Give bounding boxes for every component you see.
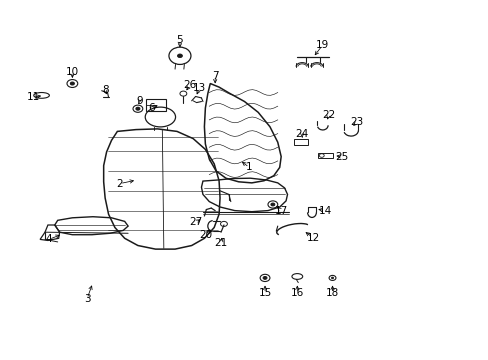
Text: 15: 15 <box>258 288 271 298</box>
Bar <box>294 139 307 145</box>
Circle shape <box>270 203 274 206</box>
Text: 27: 27 <box>188 217 202 228</box>
Text: 16: 16 <box>290 288 304 298</box>
Text: 1: 1 <box>245 162 252 172</box>
Circle shape <box>136 107 140 110</box>
Text: 23: 23 <box>349 117 363 127</box>
Text: 18: 18 <box>325 288 339 298</box>
Text: 6: 6 <box>148 103 155 113</box>
Text: 8: 8 <box>102 85 108 95</box>
Text: 21: 21 <box>214 238 227 248</box>
Text: 20: 20 <box>199 230 211 240</box>
Bar <box>317 153 332 158</box>
Text: 3: 3 <box>83 294 90 304</box>
Circle shape <box>263 276 266 279</box>
Circle shape <box>177 54 182 58</box>
Text: 4: 4 <box>45 234 52 244</box>
Text: 7: 7 <box>211 71 218 81</box>
Text: 11: 11 <box>26 92 40 102</box>
Text: 26: 26 <box>183 80 196 90</box>
Text: 14: 14 <box>318 206 331 216</box>
Text: 17: 17 <box>274 206 287 216</box>
Text: 19: 19 <box>315 40 329 50</box>
Text: 5: 5 <box>176 35 183 45</box>
Text: 22: 22 <box>321 110 335 120</box>
Text: 24: 24 <box>295 129 308 139</box>
Text: 9: 9 <box>136 96 142 106</box>
Text: 13: 13 <box>192 83 206 93</box>
Bar <box>145 99 166 111</box>
Text: 12: 12 <box>305 233 319 243</box>
Text: 10: 10 <box>66 67 79 77</box>
Circle shape <box>331 277 333 279</box>
Text: 25: 25 <box>335 152 348 162</box>
Circle shape <box>70 82 74 85</box>
Text: 2: 2 <box>116 179 123 189</box>
